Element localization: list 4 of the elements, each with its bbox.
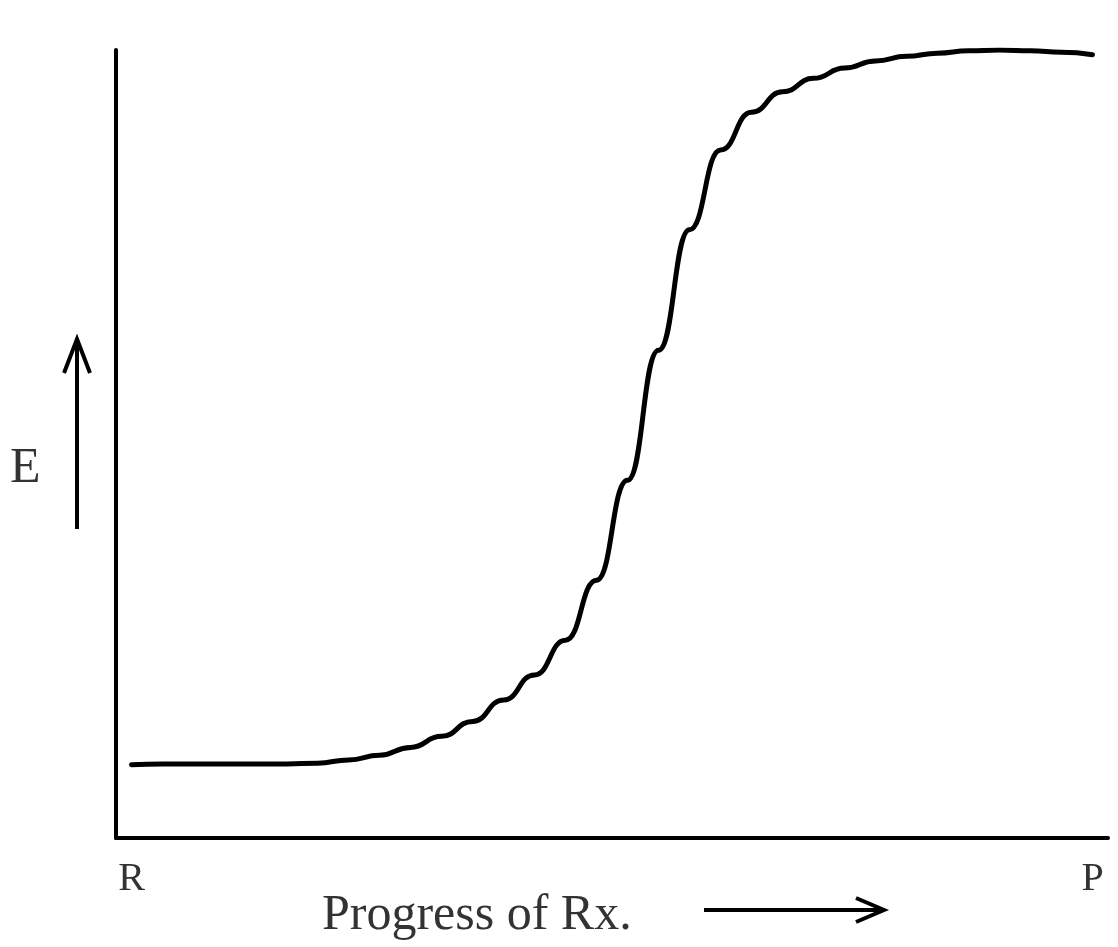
x-tick-label: P: [1081, 853, 1104, 899]
x-axis-title: Progress of Rx.: [322, 883, 632, 942]
x-tick-label: R: [118, 853, 146, 899]
y-axis-title: E: [10, 436, 41, 495]
